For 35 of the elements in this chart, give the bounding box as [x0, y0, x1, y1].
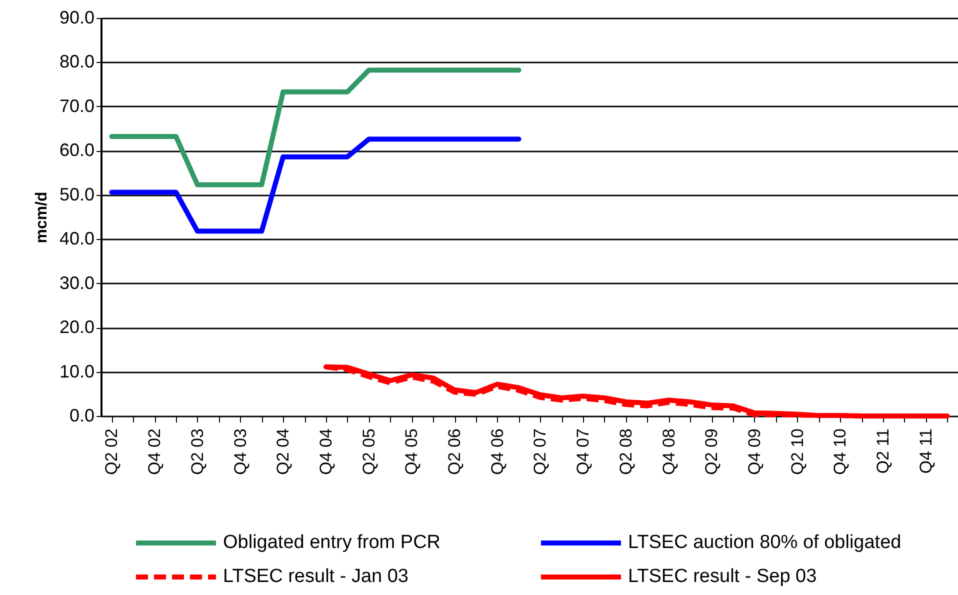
x-tick-label: Q2 06 [445, 428, 464, 475]
y-tick-label: 70.0 [59, 96, 94, 116]
x-tick-label: Q4 07 [574, 428, 593, 475]
x-tick-label: Q2 11 [874, 428, 893, 474]
x-tick-label: Q2 09 [702, 428, 722, 475]
x-tick-label: Q4 11 [916, 428, 936, 474]
x-tick-label: Q2 05 [359, 428, 378, 475]
y-tick-label: 40.0 [59, 228, 94, 249]
x-tick-label: Q4 02 [145, 428, 164, 475]
legend-label: LTSEC auction 80% of obligated [628, 532, 902, 554]
x-tick-label: Q2 07 [530, 428, 550, 475]
x-tick-label: Q2 10 [788, 428, 807, 475]
x-tick-label: Q4 09 [744, 428, 764, 475]
x-tick-label: Q2 04 [274, 428, 293, 475]
legend-label: LTSEC result - Jan 03 [223, 566, 409, 588]
x-tick-label: Q2 08 [616, 428, 636, 475]
y-tick-label: 0.0 [69, 406, 94, 426]
y-tick-label: 90.0 [59, 8, 94, 28]
x-tick-label: Q2 02 [102, 428, 122, 475]
y-tick-label: 80.0 [59, 52, 94, 72]
y-tick-label: 20.0 [59, 317, 94, 338]
legend-label: Obligated entry from PCR [223, 532, 441, 554]
y-tick-label: 10.0 [59, 361, 94, 382]
x-tick-label: Q4 04 [316, 428, 336, 475]
legend-label: LTSEC result - Sep 03 [628, 566, 817, 588]
y-axis-title: mcm/d [33, 192, 50, 244]
y-tick-label: 60.0 [59, 140, 94, 160]
x-tick-label: Q4 05 [402, 428, 422, 475]
x-tick-label: Q4 03 [230, 428, 250, 475]
y-tick-label: 50.0 [59, 184, 94, 204]
y-tick-label: 30.0 [59, 272, 94, 293]
x-tick-label: Q2 03 [188, 428, 207, 475]
x-tick-label: Q4 08 [659, 428, 678, 475]
x-tick-label: Q4 06 [488, 428, 507, 475]
x-tick-label: Q4 10 [830, 428, 850, 475]
